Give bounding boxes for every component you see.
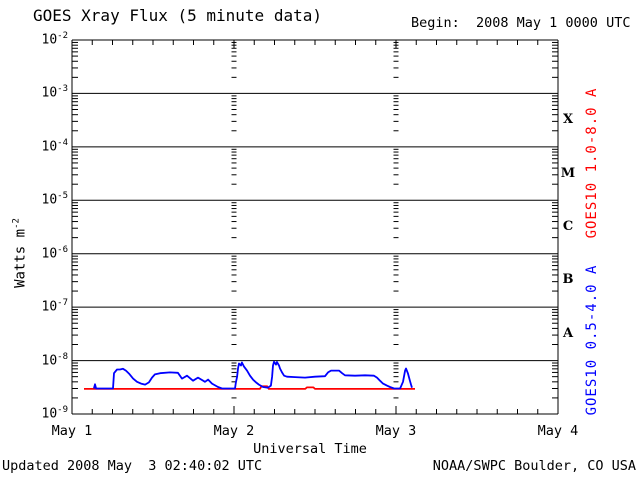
credit-label: NOAA/SWPC Boulder, CO USA — [432, 458, 636, 474]
begin-time-label: Begin: 2008 May 1 0000 UTC — [411, 15, 631, 31]
x-axis-label: Universal Time — [253, 441, 367, 457]
series-label-goes10-long: GOES10 1.0-8.0 A — [584, 87, 600, 239]
x-tick-label: May 3 — [375, 423, 417, 439]
flare-class-letter-c: C — [562, 219, 574, 234]
chart-title: GOES Xray Flux (5 minute data) — [33, 6, 322, 25]
x-tick-label: May 4 — [537, 423, 579, 439]
flare-class-letter-b: B — [562, 272, 574, 288]
flare-class-letter-m: M — [560, 165, 576, 181]
x-tick-label: May 2 — [213, 423, 255, 439]
x-tick-label: May 1 — [51, 423, 93, 439]
series-label-goes10-short: GOES10 0.5-4.0 A — [584, 264, 600, 416]
y-axis-label-exponent: -2 — [11, 218, 22, 229]
flare-class-letter-a: A — [562, 325, 574, 341]
xray-long-channel-curve — [84, 385, 415, 390]
updated-timestamp: Updated 2008 May 3 02:40:02 UTC — [2, 458, 263, 474]
flare-class-letter-x: X — [562, 112, 574, 128]
y-tick-label: 10-4 — [41, 137, 69, 155]
y-tick-label: 10-5 — [41, 191, 69, 208]
y-tick-label: 10-3 — [41, 84, 69, 101]
y-tick-label: 10-7 — [41, 298, 69, 315]
y-tick-label: 10-2 — [41, 31, 69, 48]
y-tick-label: 10-8 — [41, 351, 69, 368]
y-tick-label: 10-9 — [41, 405, 69, 422]
xray-short-channel-curve — [93, 360, 413, 390]
y-tick-label: 10-6 — [41, 244, 69, 262]
